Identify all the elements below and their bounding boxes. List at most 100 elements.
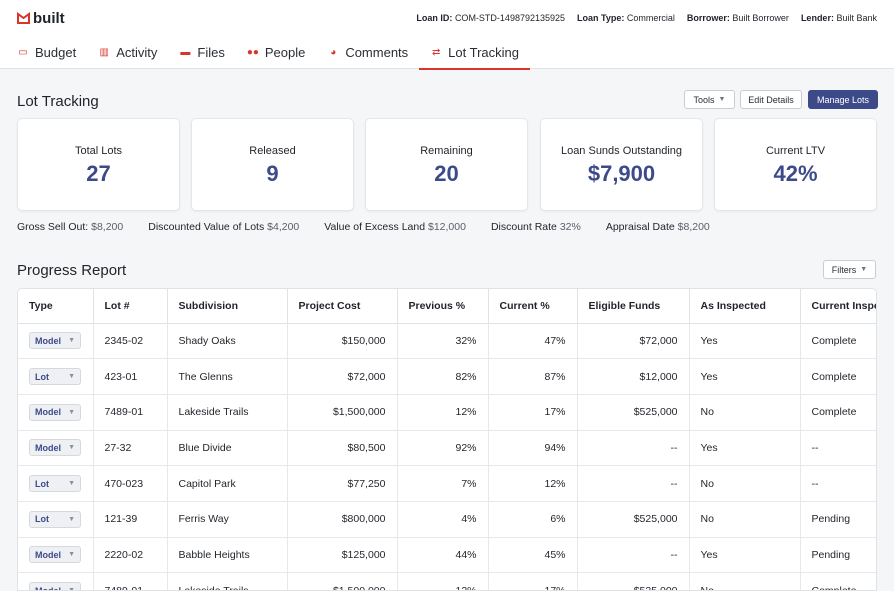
type-select[interactable]: Model ▼	[29, 332, 81, 350]
tools-button[interactable]: Tools ▼	[684, 90, 735, 109]
type-select-value: Model	[35, 442, 61, 453]
table-cell: No	[689, 394, 801, 431]
chevron-down-icon: ▼	[68, 373, 75, 381]
table-cell: Model ▼	[18, 537, 94, 574]
table-cell: The Glenns	[167, 358, 288, 395]
table-cell: $77,250	[287, 465, 398, 502]
table-row[interactable]: Model ▼ 2345-02 Shady Oaks $150,000 32% 47% $72…	[18, 323, 876, 360]
card-label: Loan Sunds Outstanding	[560, 145, 683, 157]
stat-value: 32%	[559, 221, 581, 233]
table-cell: $525,000	[577, 501, 690, 538]
tab-activity[interactable]: ▥ Activity	[87, 36, 168, 69]
stat-label: Gross Sell Out:	[17, 221, 89, 233]
table-row[interactable]: Model ▼ 27-32 Blue Divide $80,500 92% 94% -- Yes…	[18, 430, 876, 467]
stat-label: Appraisal Date	[605, 221, 675, 233]
table-cell: $1,500,000	[287, 572, 398, 590]
column-header[interactable]: As Inspected	[689, 289, 801, 324]
type-select-value: Lot	[35, 514, 49, 525]
table-row[interactable]: Lot ▼ 470-023 Capitol Park $77,250 7% 12% -- No -…	[18, 465, 876, 502]
type-select[interactable]: Lot ▼	[29, 475, 81, 493]
tab-label: Comments	[345, 45, 409, 60]
table-body: Model ▼ 2345-02 Shady Oaks $150,000 32% 47% $72…	[18, 323, 876, 591]
column-header[interactable]: Lot #	[93, 289, 168, 324]
table-cell: Lakeside Trails	[167, 572, 288, 590]
table-cell: 32%	[397, 323, 489, 360]
column-header[interactable]: Previous %	[397, 289, 489, 324]
column-header[interactable]: Subdivision	[167, 289, 288, 324]
chevron-down-icon: ▼	[860, 266, 868, 273]
table-row[interactable]: Lot ▼ 121-39 Ferris Way $800,000 4% 6% $525,000…	[18, 501, 876, 538]
stat-item: Value of Excess Land $12,000	[324, 221, 466, 233]
table-cell: Blue Divide	[167, 430, 288, 467]
table-cell: 82%	[397, 358, 489, 395]
column-header[interactable]: Current Inspection	[800, 289, 876, 324]
loan-meta: Loan ID: COM-STD-1498792135925 Loan Type:…	[416, 13, 877, 23]
table-cell: Complete	[800, 572, 876, 590]
type-select[interactable]: Model ▼	[29, 439, 81, 457]
tab-people[interactable]: ●● People	[236, 36, 316, 69]
table-cell: Model ▼	[18, 572, 94, 591]
tab-comments[interactable]: ◕ Comments	[316, 36, 419, 69]
stat-item: Discount Rate 32%	[491, 221, 581, 233]
type-select[interactable]: Model ▼	[29, 403, 81, 421]
filters-button[interactable]: Filters ▼	[823, 260, 876, 279]
table-cell: $150,000	[287, 323, 398, 360]
table-row[interactable]: Lot ▼ 423-01 The Glenns $72,000 82% 87% $12,000…	[18, 358, 876, 395]
type-select[interactable]: Lot ▼	[29, 368, 81, 386]
stat-item: Gross Sell Out: $8,200	[17, 221, 123, 233]
type-select[interactable]: Model ▼	[29, 546, 81, 564]
swap-icon: ⇄	[431, 47, 441, 58]
table-cell: Model ▼	[18, 430, 94, 467]
table-cell: --	[800, 430, 876, 467]
tab-lot-tracking[interactable]: ⇄ Lot Tracking	[419, 36, 530, 70]
chevron-down-icon: ▼	[718, 96, 726, 103]
built-logo[interactable]: built	[17, 10, 65, 27]
table-cell: No	[689, 465, 801, 502]
summary-card-released: Released 9	[191, 118, 354, 211]
type-select-value: Model	[35, 335, 61, 346]
table-row[interactable]: Model ▼ 7489-01 Lakeside Trails $1,500,000 12…	[18, 394, 876, 431]
edit-details-button[interactable]: Edit Details	[740, 90, 802, 109]
stat-value: $12,000	[427, 221, 466, 233]
table-cell: 7489-01	[93, 572, 168, 590]
summary-card-loan-funds: Loan Sunds Outstanding $7,900	[540, 118, 703, 211]
table-cell: Lot ▼	[18, 501, 94, 538]
table-cell: 2220-02	[93, 537, 168, 574]
stat-label: Discount Rate	[490, 221, 557, 233]
table-cell: Shady Oaks	[167, 323, 288, 360]
table-header-row: Type Lot # Subdivision Project Cost Previous…	[18, 289, 876, 324]
comments-icon: ◕	[330, 47, 337, 58]
loan-meta-value: Built Borrower	[732, 13, 789, 23]
progress-table-container[interactable]: Type Lot # Subdivision Project Cost Previous…	[17, 288, 877, 591]
tab-files[interactable]: ▬ Files	[168, 36, 235, 69]
chevron-down-icon: ▼	[68, 480, 75, 488]
card-label: Current LTV	[765, 145, 826, 157]
stats-row: Gross Sell Out: $8,200 Discounted Value o…	[17, 221, 710, 233]
type-select[interactable]: Model ▼	[29, 582, 81, 591]
tab-budget[interactable]: ▭ Budget	[6, 36, 87, 69]
loan-meta-value: Built Bank	[836, 13, 877, 23]
table-row[interactable]: Model ▼ 7489-01 Lakeside Trails $1,500,000 12…	[18, 572, 876, 591]
table-cell: Pending	[800, 501, 876, 538]
manage-lots-button[interactable]: Manage Lots	[808, 90, 878, 109]
table-cell: Complete	[800, 358, 876, 395]
type-select[interactable]: Lot ▼	[29, 510, 81, 528]
type-select-value: Model	[35, 585, 61, 591]
card-value: 9	[266, 161, 279, 186]
table-cell: No	[689, 572, 801, 590]
column-header[interactable]: Eligible Funds	[577, 289, 690, 324]
table-cell: 6%	[488, 501, 578, 538]
tab-label: Lot Tracking	[448, 45, 519, 60]
column-header[interactable]: Type	[18, 289, 94, 324]
stat-label: Discounted Value of Lots	[148, 221, 265, 233]
table-row[interactable]: Model ▼ 2220-02 Babble Heights $125,000 44% 45…	[18, 537, 876, 574]
table-cell: --	[800, 465, 876, 502]
type-select-value: Lot	[35, 371, 49, 382]
table-cell: 7489-01	[93, 394, 168, 431]
column-header[interactable]: Project Cost	[287, 289, 398, 324]
column-header[interactable]: Current %	[488, 289, 578, 324]
summary-card-total-lots: Total Lots 27	[17, 118, 180, 211]
table-cell: 12%	[397, 572, 489, 590]
table-cell: Complete	[800, 394, 876, 431]
logo-text: built	[33, 9, 65, 27]
